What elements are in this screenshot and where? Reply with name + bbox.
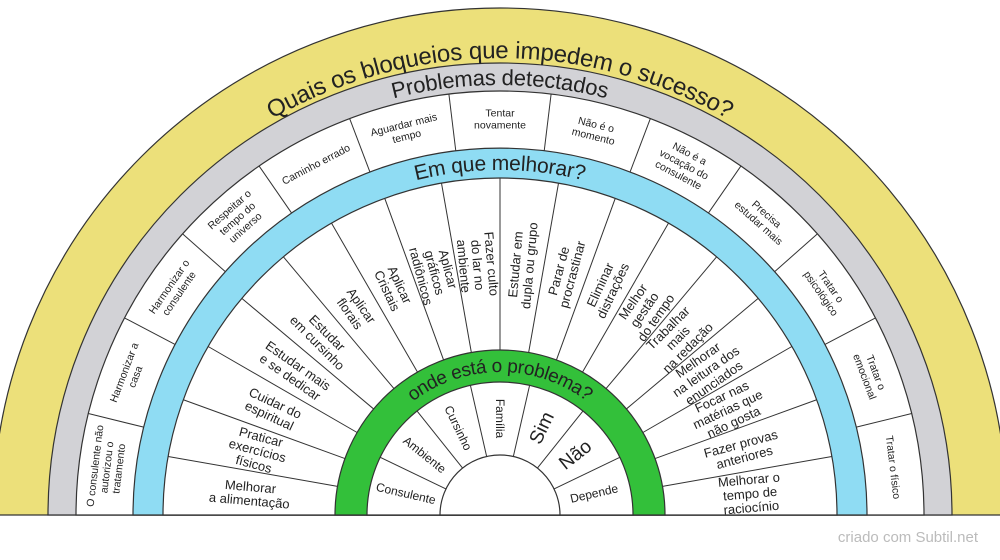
sector-divider (774, 233, 818, 273)
sector-divider (824, 317, 876, 345)
sector-divider (182, 233, 226, 273)
sector-label-line: Família (493, 399, 507, 439)
sector-divider (207, 346, 358, 433)
sector-divider (537, 410, 584, 469)
sector-divider (331, 222, 418, 373)
sector-label-line: Melhorar (224, 476, 277, 495)
sector-divider (379, 456, 447, 490)
sector-divider (241, 297, 374, 410)
center-hole (439, 454, 561, 516)
sector-divider (282, 256, 395, 389)
sector-divider (654, 399, 817, 460)
sector-label: Melhorara alimentação (208, 475, 291, 511)
sector-divider (605, 256, 718, 389)
sector-label-line: novamente (474, 120, 526, 132)
sector-divider (258, 165, 292, 214)
sector-label-line: Fazer culto (482, 231, 503, 296)
sector-label: Melhorar otempo deraciocínio (717, 469, 783, 517)
sector-divider (469, 385, 488, 457)
sector-divider (168, 455, 338, 487)
sector-divider (626, 297, 759, 410)
sector-label-line: Melhorar o (717, 469, 780, 489)
sector-label: Fazer cultodo lar noambiente (454, 231, 502, 299)
sector-label: Tentar novamente (474, 108, 526, 132)
sector-divider (448, 94, 457, 151)
sector-divider (629, 118, 651, 173)
sector-divider (512, 385, 531, 457)
sector-divider (88, 413, 144, 428)
sector-divider (708, 165, 742, 214)
sector-divider (124, 317, 176, 345)
sector-label: Família (493, 399, 507, 439)
sector-divider (528, 183, 560, 353)
sector-divider (662, 455, 832, 487)
sector-label: Praticarexercíciosfísicos (224, 422, 292, 479)
sector-label-line: do lar no (468, 239, 487, 291)
sector-label: O consulente nãoautorizou otratamento (85, 424, 131, 510)
sector-divider (183, 399, 346, 460)
sector-divider (416, 410, 463, 469)
location-ring (366, 381, 634, 516)
sector-divider (553, 456, 621, 490)
sector-divider (642, 346, 793, 433)
sector-label-line: Tentar (485, 108, 515, 120)
sector-divider (555, 198, 616, 361)
sector-divider (349, 118, 371, 173)
sector-divider (543, 94, 552, 151)
sector-divider (856, 413, 912, 428)
sector-label-line: raciocínio (723, 497, 780, 517)
footer: criado com Subtil.net (838, 529, 979, 546)
sector-label-line: tempo de (722, 483, 777, 503)
sector-label: Aplicargráficosradiônicos (407, 238, 464, 307)
sector-label-line: ambiente (454, 239, 474, 294)
sector-label-line: a alimentação (208, 489, 290, 511)
sector-divider (582, 222, 669, 373)
sector-divider (440, 183, 472, 353)
sector-label-line: Estudar em (505, 231, 526, 299)
sector-divider (384, 198, 445, 361)
